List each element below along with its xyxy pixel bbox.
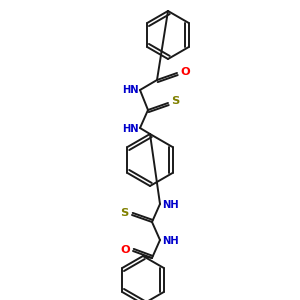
Text: HN: HN bbox=[122, 124, 138, 134]
Text: HN: HN bbox=[122, 85, 138, 95]
Text: O: O bbox=[120, 245, 130, 255]
Text: S: S bbox=[171, 96, 179, 106]
Text: NH: NH bbox=[162, 236, 178, 246]
Text: S: S bbox=[120, 208, 128, 218]
Text: O: O bbox=[180, 67, 190, 77]
Text: NH: NH bbox=[162, 200, 178, 210]
